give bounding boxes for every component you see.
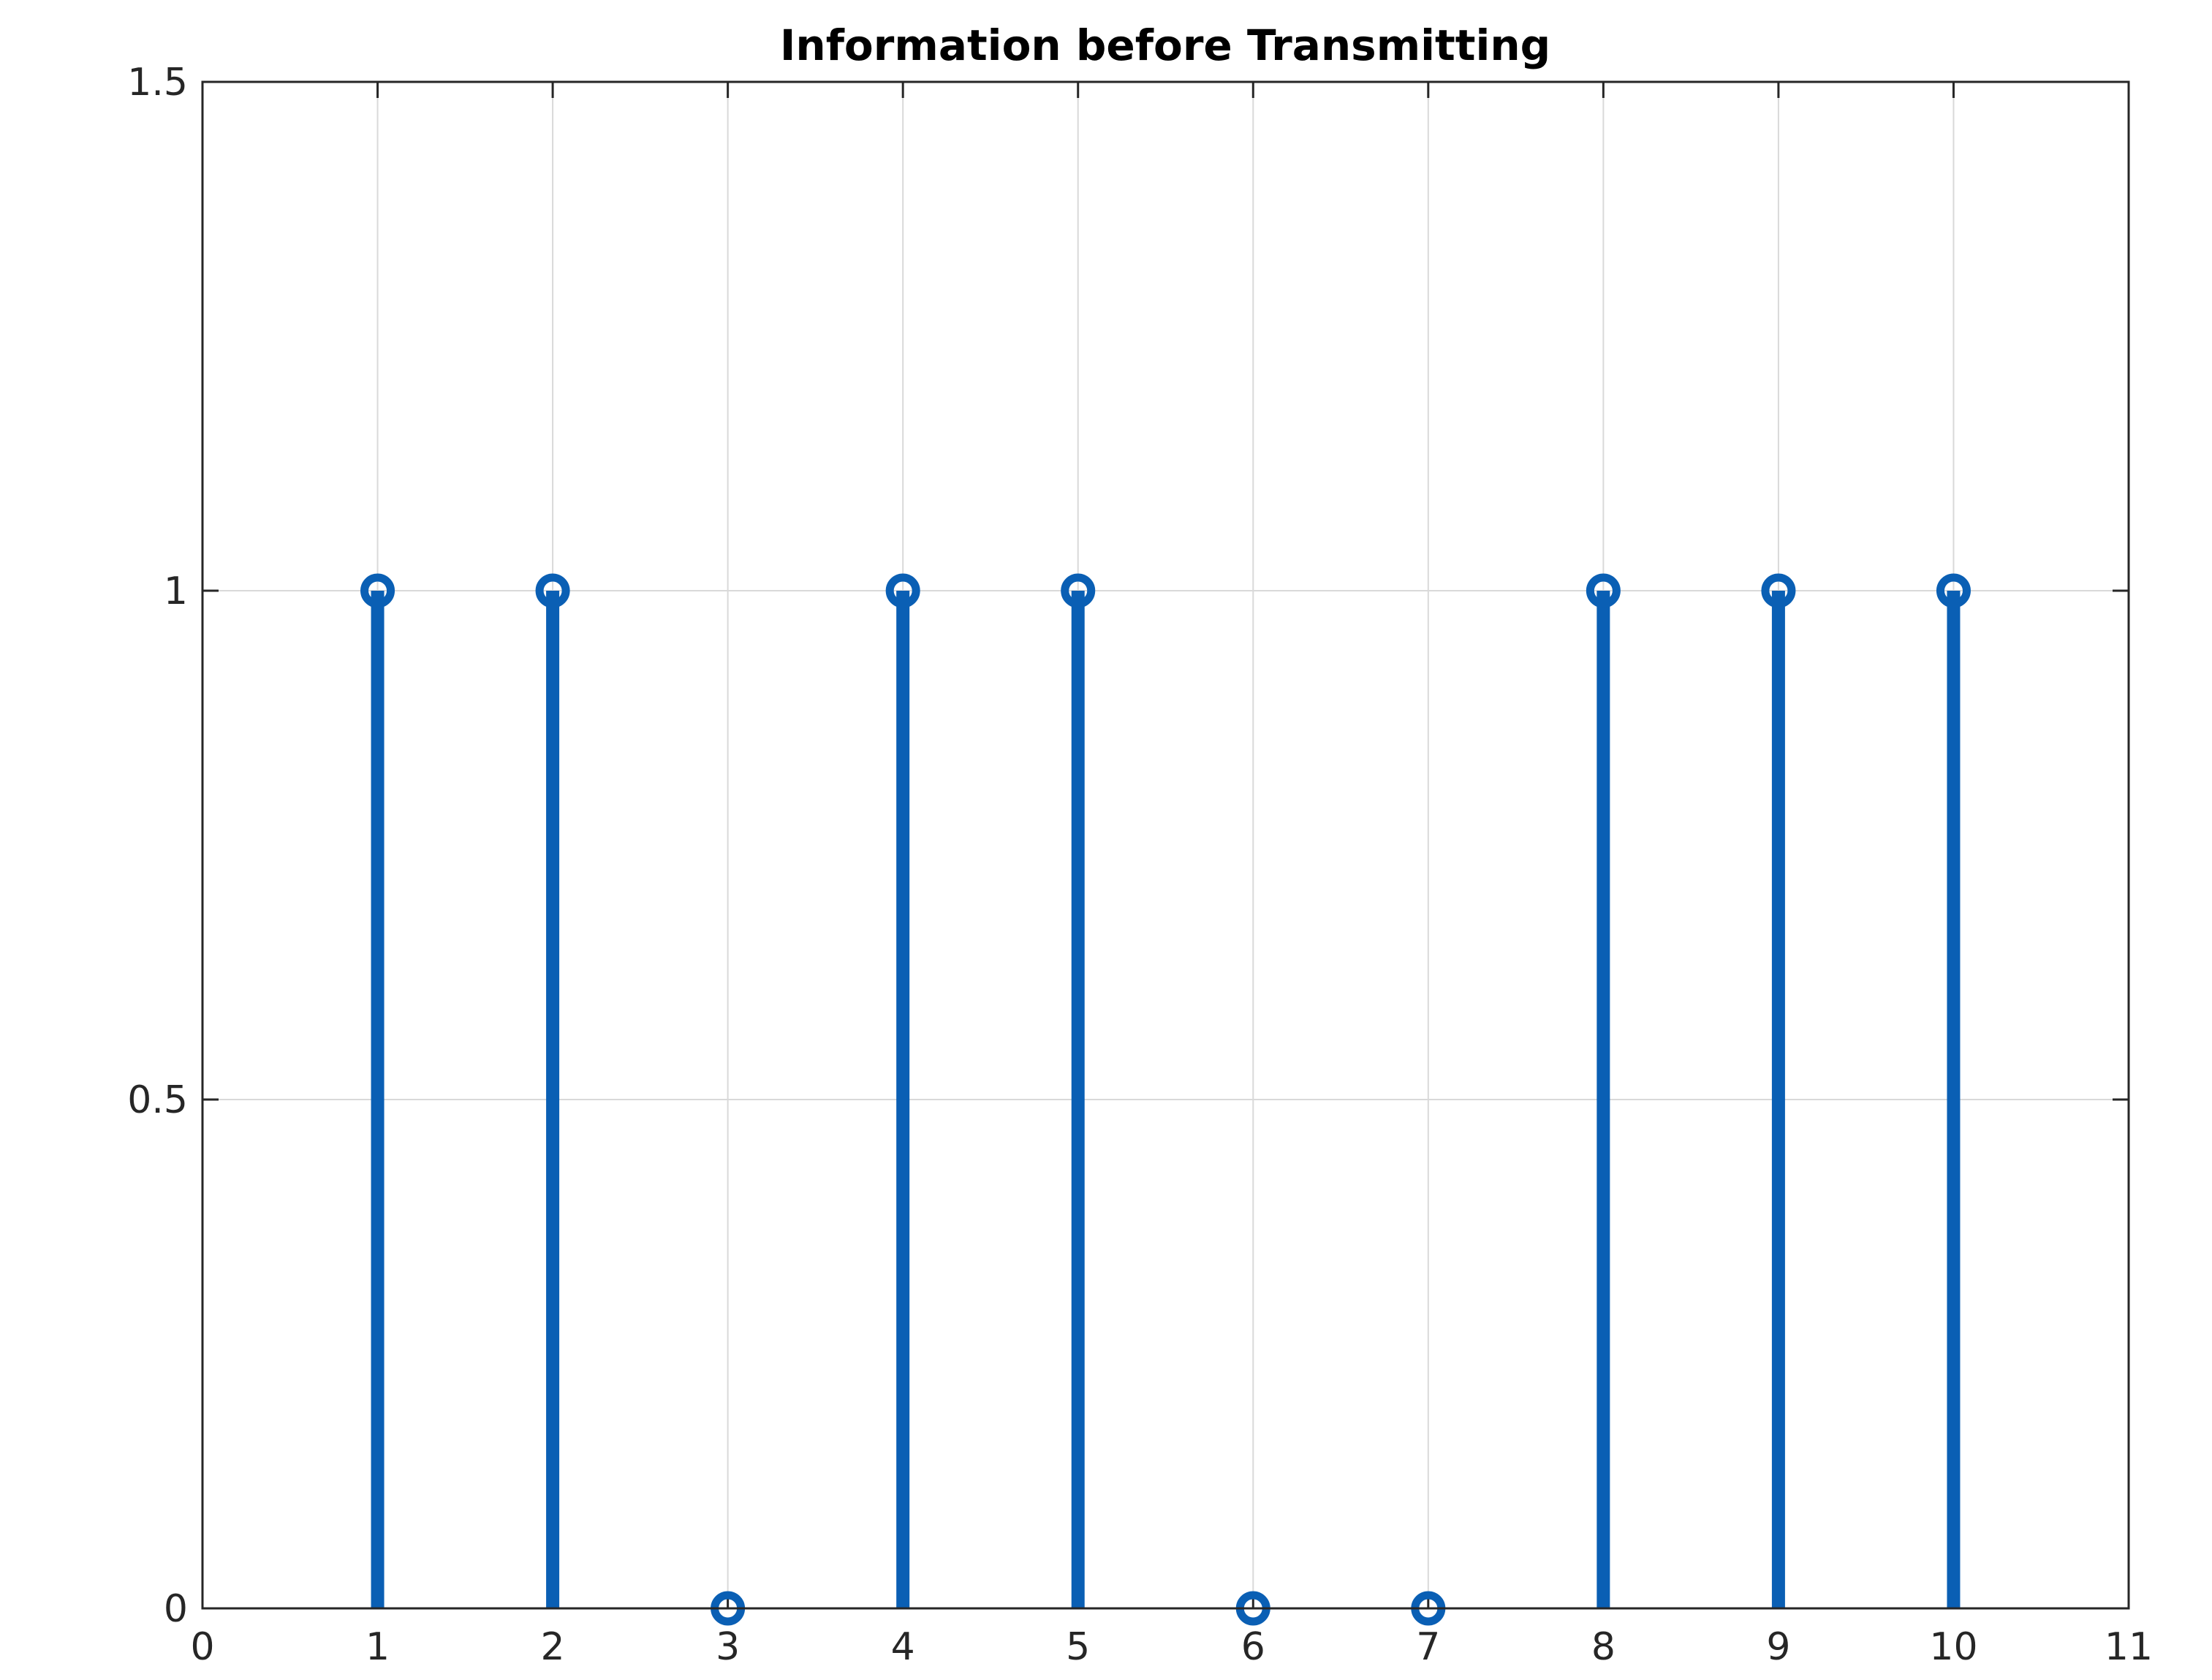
x-tick-label: 7 [1416, 1625, 1440, 1669]
x-tick-label: 1 [365, 1625, 390, 1669]
tick-labels: 0 1 2 3 4 5 6 7 8 9 10 11 0 0.5 1 1.5 [127, 61, 2153, 1669]
y-tick-label: 1.5 [127, 61, 188, 105]
x-tick-label: 11 [2105, 1625, 2153, 1669]
plot-background [202, 82, 2129, 1608]
x-tick-label: 0 [190, 1625, 214, 1669]
x-tick-label: 8 [1591, 1625, 1616, 1669]
stem-marker [885, 573, 920, 608]
y-tick-label: 0 [164, 1587, 188, 1631]
x-tick-label: 3 [716, 1625, 740, 1669]
x-tick-label: 6 [1241, 1625, 1265, 1669]
chart-title: Information before Transmitting [780, 20, 1550, 70]
y-tick-label: 1 [164, 570, 188, 613]
x-tick-label: 2 [541, 1625, 565, 1669]
stem-marker [1936, 573, 1971, 608]
stem-marker [535, 573, 570, 608]
stem-marker [1061, 573, 1096, 608]
x-tick-label: 4 [891, 1625, 915, 1669]
y-tick-label: 0.5 [127, 1078, 188, 1122]
stem-marker [1586, 573, 1621, 608]
plot-frame [201, 80, 2130, 1610]
x-tick-label: 5 [1066, 1625, 1090, 1669]
x-tick-label: 9 [1766, 1625, 1790, 1669]
stem-marker [1761, 573, 1796, 608]
stem-marker [360, 573, 395, 608]
stem-series [360, 573, 1971, 1626]
x-tick-label: 10 [1929, 1625, 1977, 1669]
